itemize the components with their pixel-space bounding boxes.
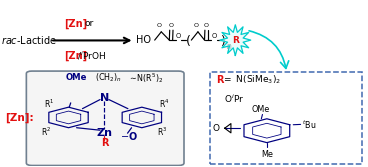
Text: [Zn]: [Zn] (64, 51, 87, 61)
Text: or: or (84, 19, 93, 28)
Text: $\sim\!{\rm N(R^5)_2}$: $\sim\!{\rm N(R^5)_2}$ (128, 71, 163, 85)
Text: [Zn]: [Zn] (64, 18, 87, 29)
Text: N: N (100, 93, 109, 103)
FancyBboxPatch shape (210, 72, 362, 164)
Text: O: O (169, 23, 174, 28)
Text: /$^{i}$PrOH: /$^{i}$PrOH (77, 50, 106, 62)
Text: O: O (204, 23, 209, 28)
FancyArrowPatch shape (249, 31, 289, 68)
Text: O: O (212, 124, 219, 133)
Text: OMe: OMe (65, 73, 86, 82)
Text: R: R (232, 36, 239, 45)
Text: $\mathit{rac}$-Lactide: $\mathit{rac}$-Lactide (1, 34, 57, 46)
Text: Zn: Zn (96, 128, 113, 138)
Text: O: O (157, 23, 162, 28)
FancyBboxPatch shape (26, 71, 184, 165)
Text: O$^i$Pr: O$^i$Pr (224, 92, 244, 105)
Text: R: R (216, 75, 224, 85)
Text: (: ( (185, 35, 190, 48)
Text: R$^3$: R$^3$ (157, 126, 167, 138)
Text: [Zn]:: [Zn]: (6, 112, 34, 123)
Text: $=\ \rm N(SiMe_3)_2$: $=\ \rm N(SiMe_3)_2$ (222, 74, 281, 87)
Text: R$^1$: R$^1$ (44, 98, 54, 110)
Text: Me: Me (261, 150, 273, 159)
Text: ): ) (221, 35, 226, 48)
Text: $^t$Bu: $^t$Bu (302, 118, 316, 131)
Polygon shape (220, 25, 251, 55)
Text: O: O (211, 33, 216, 39)
Text: OMe: OMe (251, 105, 269, 114)
Text: O: O (193, 23, 198, 28)
Text: $({\rm CH_2})_n$: $({\rm CH_2})_n$ (95, 71, 122, 84)
Text: HO: HO (135, 35, 151, 45)
Text: R$^4$: R$^4$ (159, 98, 170, 110)
Text: O: O (176, 33, 181, 39)
Text: R: R (101, 138, 108, 148)
Text: $-$O: $-$O (120, 130, 138, 142)
Text: R$^2$: R$^2$ (41, 126, 51, 138)
Text: n: n (226, 42, 231, 51)
